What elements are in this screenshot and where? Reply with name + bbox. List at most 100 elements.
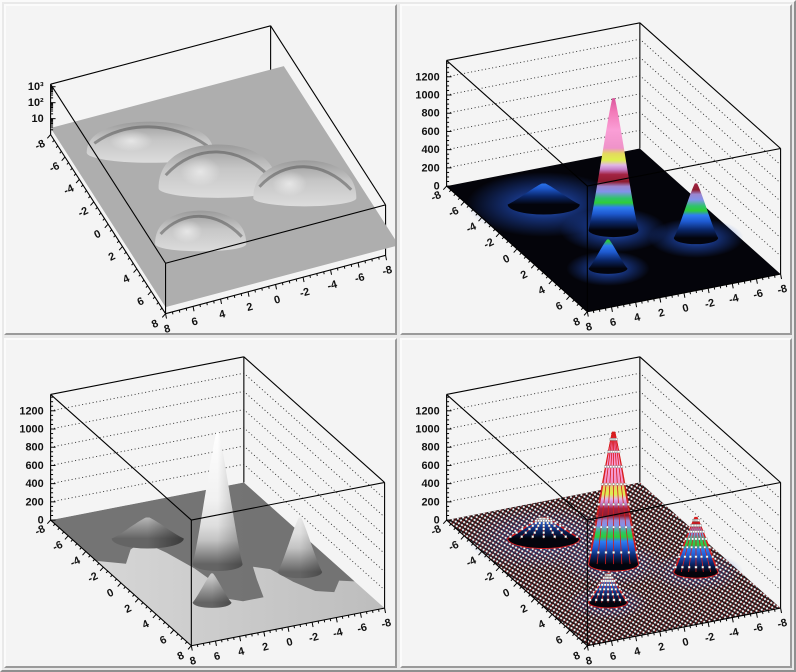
svg-text:0: 0: [105, 586, 116, 599]
svg-text:4: 4: [218, 308, 227, 321]
svg-text:1000: 1000: [19, 423, 43, 435]
svg-text:2: 2: [123, 602, 134, 615]
svg-text:600: 600: [421, 126, 439, 138]
svg-text:6: 6: [608, 316, 617, 329]
svg-text:2: 2: [107, 250, 118, 263]
pad-top-right: -8 -6 -4 -2 0 2 4 6 8 8 6 4 2 0 -2 -4 -6 -8 0 200 400 600 800 1…: [399, 4, 792, 335]
svg-text:1200: 1200: [415, 71, 439, 83]
svg-text:-4: -4: [727, 626, 739, 640]
svg-text:0: 0: [681, 635, 690, 648]
svg-text:200: 200: [421, 162, 439, 174]
svg-text:8: 8: [584, 321, 593, 333]
svg-text:1000: 1000: [415, 423, 439, 435]
svg-text:4: 4: [632, 645, 641, 658]
svg-text:6: 6: [213, 650, 222, 663]
svg-text:10³: 10³: [28, 81, 44, 93]
svg-text:400: 400: [421, 144, 439, 156]
svg-text:-2: -2: [482, 236, 496, 251]
svg-text:400: 400: [25, 478, 43, 490]
svg-text:8: 8: [571, 649, 582, 662]
svg-text:2: 2: [518, 602, 529, 615]
svg-text:-4: -4: [727, 292, 739, 306]
svg-text:6: 6: [554, 300, 565, 313]
svg-text:200: 200: [421, 496, 439, 508]
svg-text:-2: -2: [76, 205, 90, 220]
svg-text:-8: -8: [380, 616, 392, 630]
svg-text:10: 10: [32, 113, 44, 125]
svg-text:8: 8: [189, 654, 198, 666]
svg-text:-6: -6: [48, 160, 62, 175]
svg-text:-4: -4: [464, 554, 478, 569]
svg-text:6: 6: [135, 295, 146, 308]
svg-text:-2: -2: [299, 286, 311, 300]
svg-text:-8: -8: [776, 283, 788, 297]
svg-text:-2: -2: [482, 570, 496, 585]
svg-text:10²: 10²: [28, 97, 44, 109]
svg-text:6: 6: [554, 633, 565, 646]
svg-text:-2: -2: [703, 297, 715, 311]
svg-text:4: 4: [121, 273, 132, 286]
svg-text:-4: -4: [332, 626, 344, 640]
svg-text:4: 4: [632, 311, 641, 324]
svg-text:0: 0: [38, 514, 44, 526]
svg-text:-8: -8: [429, 523, 443, 538]
svg-text:200: 200: [25, 496, 43, 508]
svg-text:800: 800: [421, 108, 439, 120]
svg-text:1000: 1000: [415, 89, 439, 101]
svg-text:-6: -6: [446, 205, 460, 220]
svg-text:-6: -6: [751, 287, 763, 301]
svg-text:-6: -6: [356, 621, 368, 635]
svg-text:1200: 1200: [19, 405, 43, 417]
svg-text:2: 2: [656, 307, 665, 320]
svg-text:4: 4: [237, 645, 246, 658]
svg-text:4: 4: [536, 284, 547, 297]
pad-bottom-right: -8 -6 -4 -2 0 2 4 6 8 8 6 4 2 0 -2 -4 -6 -8 0 200 400 600 800 1…: [399, 337, 792, 668]
svg-text:-6: -6: [751, 621, 763, 635]
svg-text:-8: -8: [776, 616, 788, 630]
svg-text:8: 8: [150, 317, 161, 330]
svg-text:-6: -6: [446, 538, 460, 553]
svg-text:-4: -4: [326, 279, 338, 293]
svg-text:1200: 1200: [415, 405, 439, 417]
svg-text:-6: -6: [51, 538, 65, 553]
svg-text:8: 8: [571, 316, 582, 329]
svg-text:600: 600: [25, 459, 43, 471]
svg-text:6: 6: [158, 633, 169, 646]
svg-text:-8: -8: [33, 138, 47, 153]
svg-text:-8: -8: [381, 264, 393, 278]
svg-text:800: 800: [421, 441, 439, 453]
svg-text:2: 2: [518, 268, 529, 281]
svg-text:0: 0: [92, 228, 103, 241]
svg-text:6: 6: [608, 650, 617, 663]
svg-text:0: 0: [501, 253, 512, 266]
svg-text:-4: -4: [68, 554, 82, 569]
svg-text:0: 0: [681, 302, 690, 315]
svg-text:-2: -2: [703, 630, 715, 644]
svg-text:-4: -4: [464, 221, 478, 236]
svg-text:4: 4: [140, 618, 151, 631]
svg-text:2: 2: [261, 640, 270, 653]
svg-text:800: 800: [25, 441, 43, 453]
svg-text:-2: -2: [308, 630, 320, 644]
svg-text:600: 600: [421, 459, 439, 471]
svg-text:-2: -2: [86, 570, 100, 585]
svg-text:-8: -8: [33, 523, 47, 538]
svg-text:2: 2: [245, 301, 254, 314]
svg-text:0: 0: [433, 514, 439, 526]
svg-text:8: 8: [163, 323, 172, 333]
svg-text:0: 0: [501, 586, 512, 599]
pad-top-left: -8 -6 -4 -2 0 2 4 6 8 8 6 4 2 0 -2 -4 -6 -8 10 10² 10³: [4, 4, 397, 335]
svg-text:2: 2: [656, 640, 665, 653]
svg-text:400: 400: [421, 478, 439, 490]
svg-text:8: 8: [584, 654, 593, 666]
svg-text:4: 4: [536, 618, 547, 631]
svg-text:-4: -4: [62, 182, 76, 197]
svg-text:0: 0: [273, 294, 282, 307]
svg-text:8: 8: [176, 649, 187, 662]
pad-bottom-left: -8 -6 -4 -2 0 2 4 6 8 8 6 4 2 0 -2 -4 -6 -8 0 200 400 600 800 1…: [4, 337, 397, 668]
